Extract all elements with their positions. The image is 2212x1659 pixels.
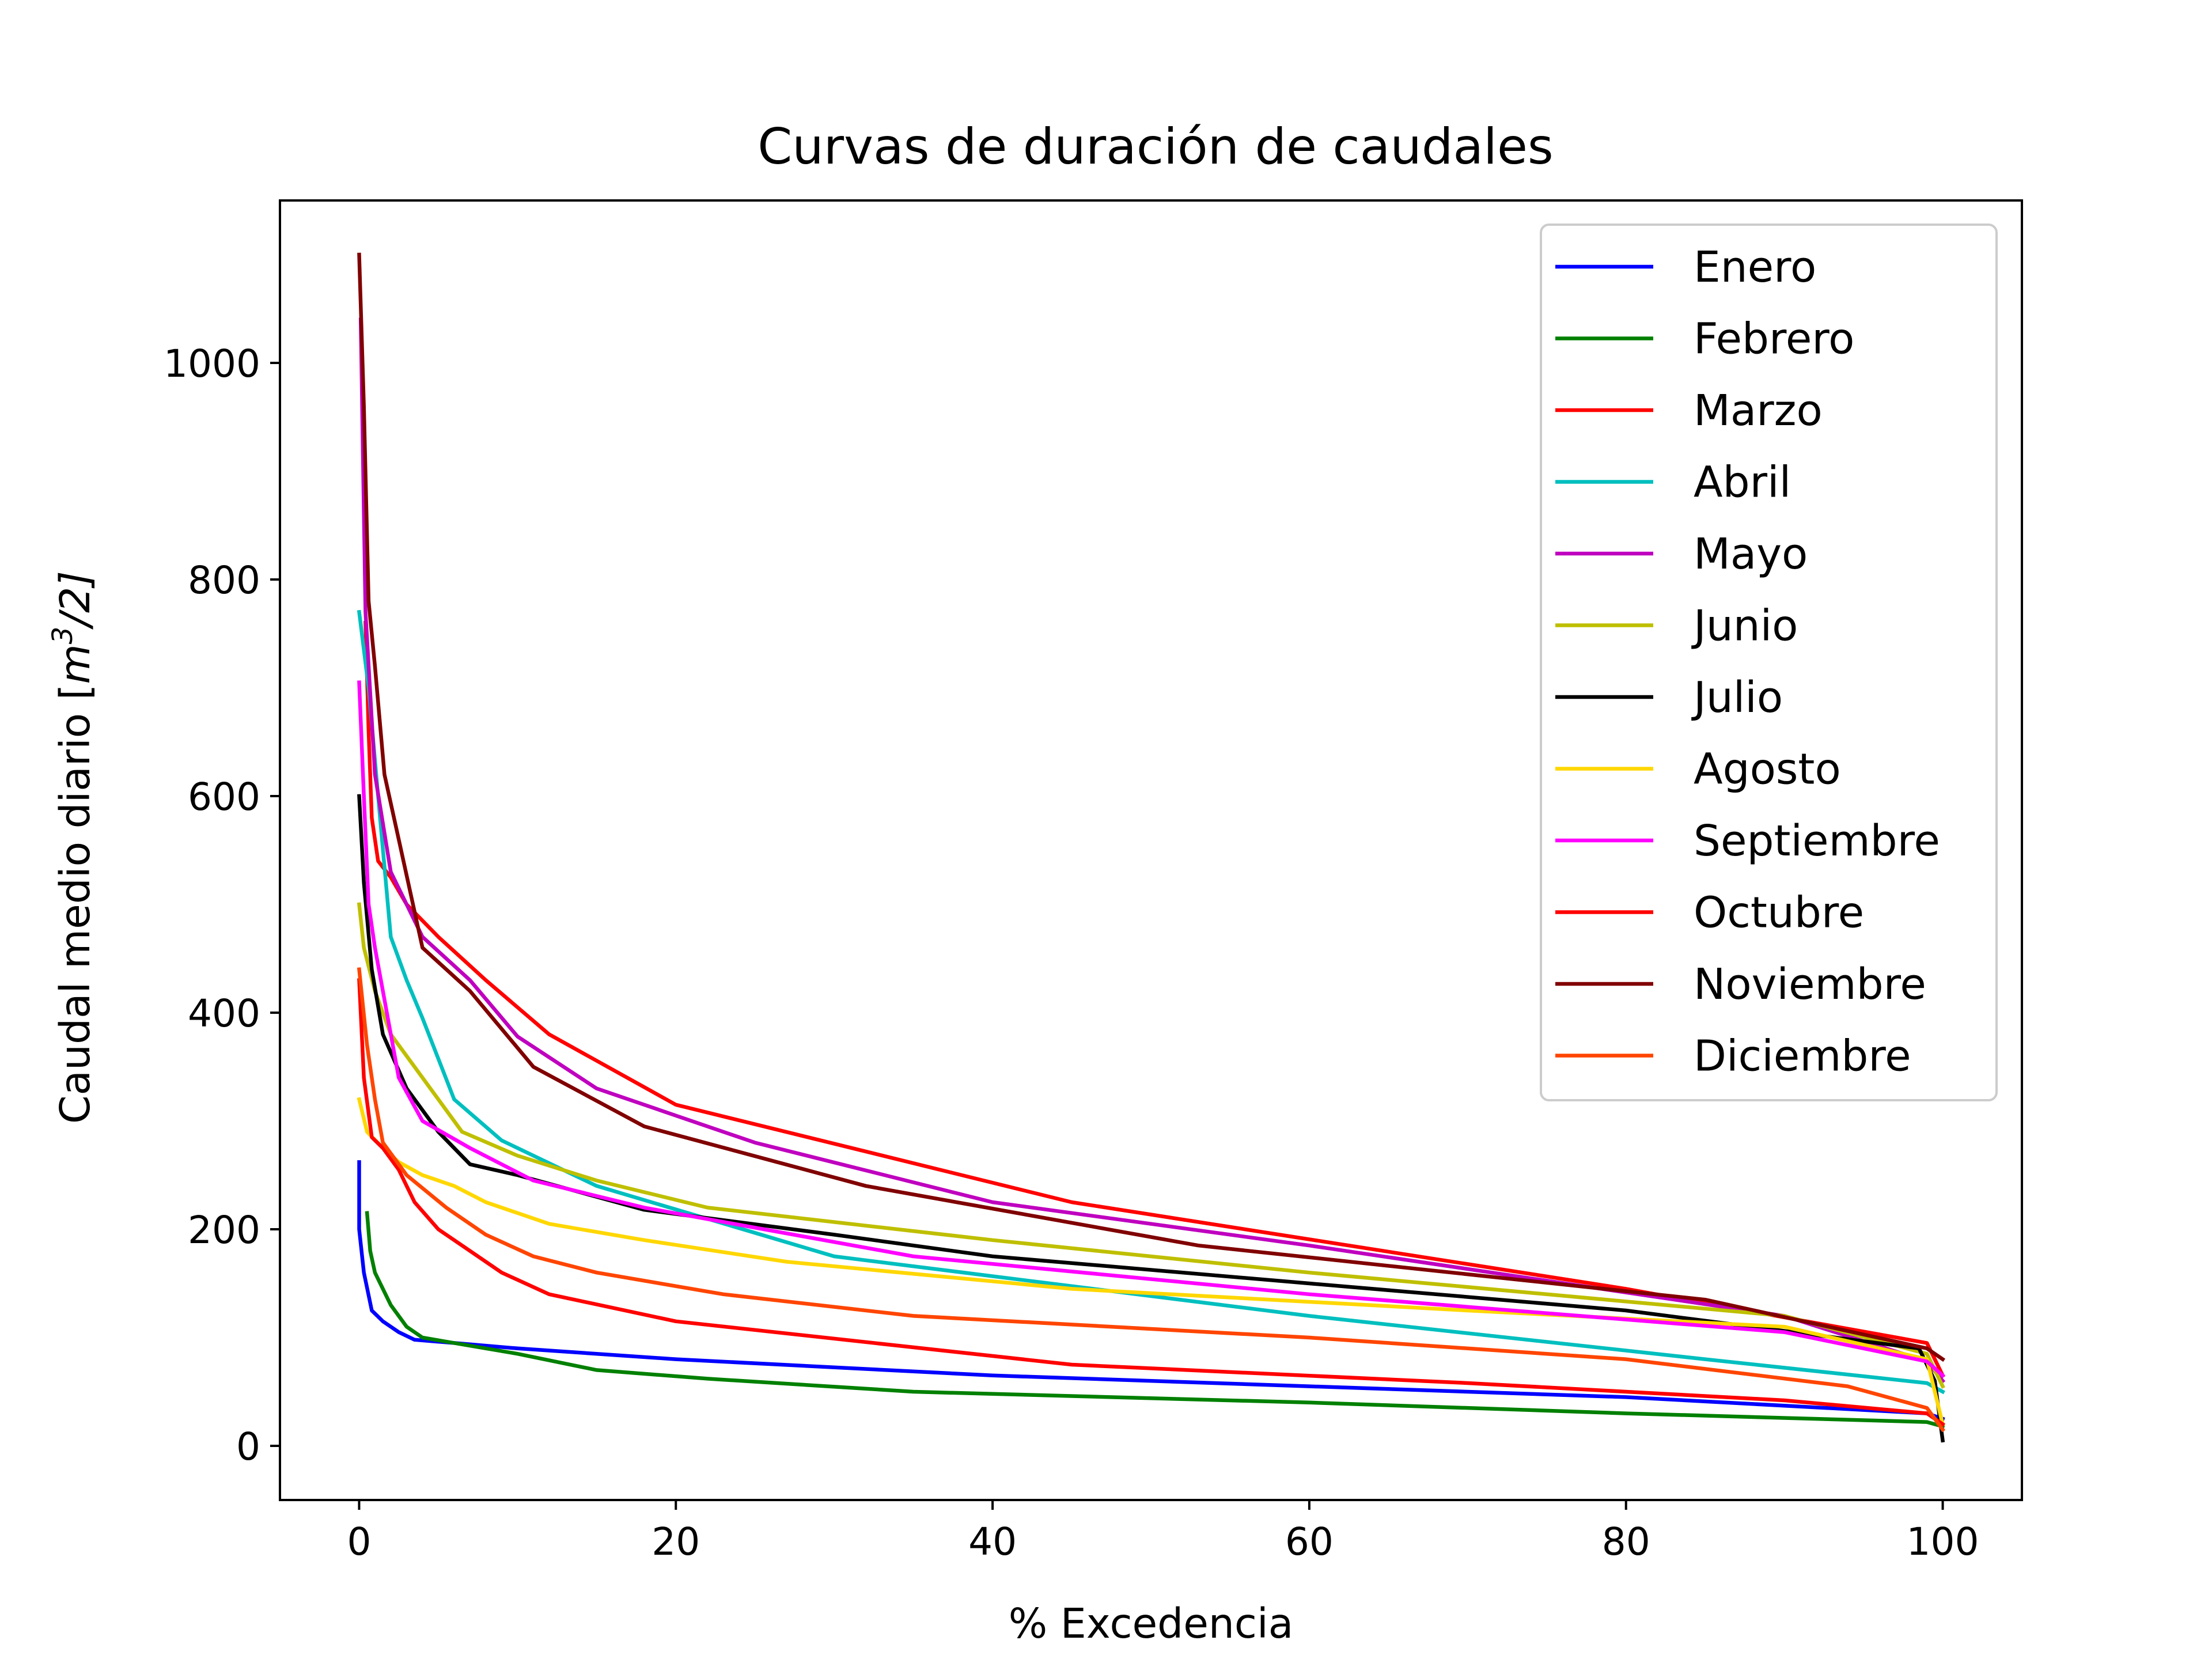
legend-label-marzo: Marzo (1694, 386, 1823, 435)
legend: Enero Febrero Marzo Abril Mayo Junio Julio Agos… (1540, 224, 1998, 1101)
legend-box (1540, 224, 1998, 1101)
legend-label-febrero: Febrero (1694, 315, 1854, 364)
y-axis-label-unit: m (51, 644, 99, 684)
series-line-marzo (363, 620, 1945, 1378)
x-tick-label: 60 (1285, 1520, 1334, 1564)
y-tick-label: 400 (188, 991, 260, 1036)
x-tick-label: 20 (652, 1520, 700, 1564)
chart-title: Curvas de duración de caudales (757, 118, 1554, 176)
x-tick-label: 80 (1602, 1520, 1650, 1564)
x-axis: 0 20 40 60 80 100 (347, 1500, 1979, 1564)
legend-label-noviembre: Noviembre (1694, 960, 1926, 1009)
series-line-noviembre (357, 252, 1946, 1362)
series-line-septiembre (357, 680, 1946, 1378)
series-line-febrero (365, 1211, 1945, 1429)
legend-label-septiembre: Septiembre (1694, 816, 1940, 866)
y-axis-label-prefix: Caudal medio diario [ (51, 684, 99, 1124)
series-line-abril (357, 609, 1945, 1395)
y-axis-label-exponent: 3 (47, 627, 79, 645)
x-axis-label: % Excedencia (1009, 1600, 1293, 1647)
y-tick-label: 800 (188, 558, 260, 603)
legend-label-julio: Julio (1691, 673, 1783, 722)
legend-label-abril: Abril (1694, 458, 1791, 507)
legend-label-mayo: Mayo (1694, 529, 1808, 579)
series-line-diciembre (357, 967, 1946, 1433)
y-tick-label: 1000 (164, 342, 260, 386)
legend-label-octubre: Octubre (1694, 888, 1864, 938)
legend-label-enero: Enero (1694, 243, 1816, 292)
y-tick-label: 200 (188, 1208, 260, 1252)
series-layer (357, 252, 1946, 1443)
legend-label-junio: Junio (1691, 601, 1798, 651)
y-axis-label-suffix: /2] (51, 571, 99, 630)
series-line-octubre (357, 978, 1946, 1427)
legend-label-agosto: Agosto (1694, 745, 1841, 794)
x-tick-label: 40 (968, 1520, 1017, 1564)
x-tick-label: 0 (347, 1520, 371, 1564)
legend-label-diciembre: Diciembre (1694, 1032, 1911, 1081)
y-tick-label: 0 (236, 1425, 260, 1469)
plot-frame (279, 199, 2023, 1501)
x-tick-label: 100 (1907, 1520, 1979, 1564)
series-line-mayo (358, 317, 1946, 1384)
y-tick-label: 600 (188, 775, 260, 819)
y-axis-label: Caudal medio diario [m3/2] (47, 571, 99, 1124)
y-axis: 0 200 400 600 800 1000 (164, 342, 280, 1469)
